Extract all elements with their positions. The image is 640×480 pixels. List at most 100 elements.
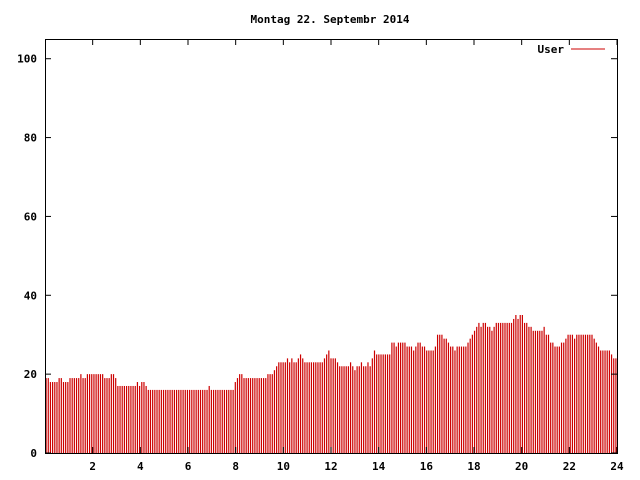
bar [102,374,104,453]
bar [493,326,495,453]
x-tick-label: 18 [467,460,480,473]
bar [495,322,497,453]
bar [245,378,247,453]
bar [417,342,419,453]
bar [262,378,265,453]
bar [556,346,558,453]
bar [608,350,610,453]
bar [175,389,178,453]
bar [523,322,526,453]
bar [349,362,352,453]
bar [297,358,299,453]
bar [117,385,119,453]
bar [582,334,584,453]
bar [69,378,71,453]
bar [160,389,162,453]
bar [286,358,289,453]
bar [454,350,456,453]
x-tick-label: 8 [232,460,239,473]
bar [186,389,189,453]
bar [402,342,404,453]
bar [132,385,134,453]
bar [271,374,273,453]
bar [526,322,528,453]
bar [386,354,389,453]
bar [97,374,99,453]
y-tick-label: 60 [24,210,37,223]
bar [560,342,563,453]
bar [426,350,428,453]
bar [428,350,430,453]
bar [406,346,408,453]
bar [99,374,102,453]
bar [289,362,291,453]
bars [45,315,617,453]
bar [382,354,384,453]
bar [471,334,473,453]
bar [400,342,402,453]
bar [193,389,195,453]
x-tick-label: 6 [185,460,192,473]
bar [606,350,608,453]
bar [613,358,615,453]
bar [502,322,504,453]
bar [443,338,445,453]
bar [554,346,556,453]
bar [595,342,597,453]
bar [487,326,489,453]
bar [365,366,367,453]
bar [452,346,454,453]
bar [345,366,347,453]
bar [315,362,317,453]
bar [208,385,210,453]
bar [432,350,434,453]
bar [206,389,208,453]
x-tick-label: 14 [372,460,386,473]
bar [73,378,75,453]
bar [54,382,56,453]
bar [215,389,217,453]
bar [75,378,78,453]
bar [408,346,410,453]
bar [569,334,571,453]
bar [352,366,354,453]
bar [339,366,341,453]
bar [491,330,493,453]
bar [506,322,508,453]
bar [358,366,360,453]
bar [162,389,165,453]
bar [91,374,93,453]
bar [571,334,574,453]
bar [521,315,523,453]
bar [332,358,334,453]
bar [456,346,458,453]
plot-frame [45,39,618,454]
bar [441,334,443,453]
bar [284,362,286,453]
bar [282,362,284,453]
y-tick-label: 80 [24,132,37,145]
bar [249,378,252,453]
bar [241,374,243,453]
bar [156,389,158,453]
bar [321,362,323,453]
bar [256,378,258,453]
bar [458,346,460,453]
bar [578,334,580,453]
bar [47,378,49,453]
bar [310,362,313,453]
bar [497,322,500,453]
bar [600,350,602,453]
bar [230,389,232,453]
bar [463,346,465,453]
bar [260,378,262,453]
bar [330,358,332,453]
x-tick-label: 10 [277,460,290,473]
bar [123,385,125,453]
bar [478,322,480,453]
bar [334,358,336,453]
bar [108,378,110,453]
bar [78,378,80,453]
bar [380,354,382,453]
